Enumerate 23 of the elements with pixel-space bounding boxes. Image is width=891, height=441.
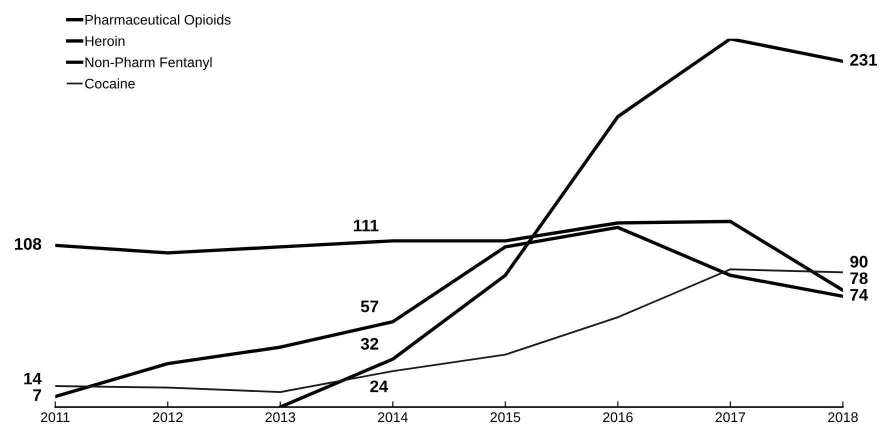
- x-tick-label: 2013: [266, 412, 296, 422]
- x-tick-label: 2011: [41, 412, 70, 422]
- data-label: 231: [850, 54, 877, 66]
- x-tick-label: 2016: [603, 412, 633, 422]
- x-tick-label: 2015: [490, 412, 520, 422]
- x-tick-label: 2012: [153, 412, 183, 422]
- legend-label: Cocaine: [85, 78, 135, 89]
- data-label: 14: [24, 372, 42, 384]
- data-label: 111: [354, 220, 378, 232]
- data-label: 74: [850, 289, 868, 301]
- x-tick-label: 2017: [716, 412, 746, 422]
- x-tick-label: 2018: [828, 412, 858, 422]
- data-label: 78: [850, 272, 868, 284]
- data-label: 7: [33, 389, 42, 401]
- data-label: 57: [360, 300, 378, 312]
- data-label: 32: [360, 338, 378, 350]
- legend-label: Heroin: [86, 36, 124, 46]
- legend-label: Pharmaceutical Opioids: [86, 14, 231, 28]
- x-tick-label: 2014: [378, 412, 408, 422]
- data-label: 24: [370, 380, 388, 392]
- data-label: 90: [850, 256, 868, 268]
- legend-label: Non-Pharm Fentanyl: [86, 57, 212, 70]
- data-label: 108: [14, 238, 42, 250]
